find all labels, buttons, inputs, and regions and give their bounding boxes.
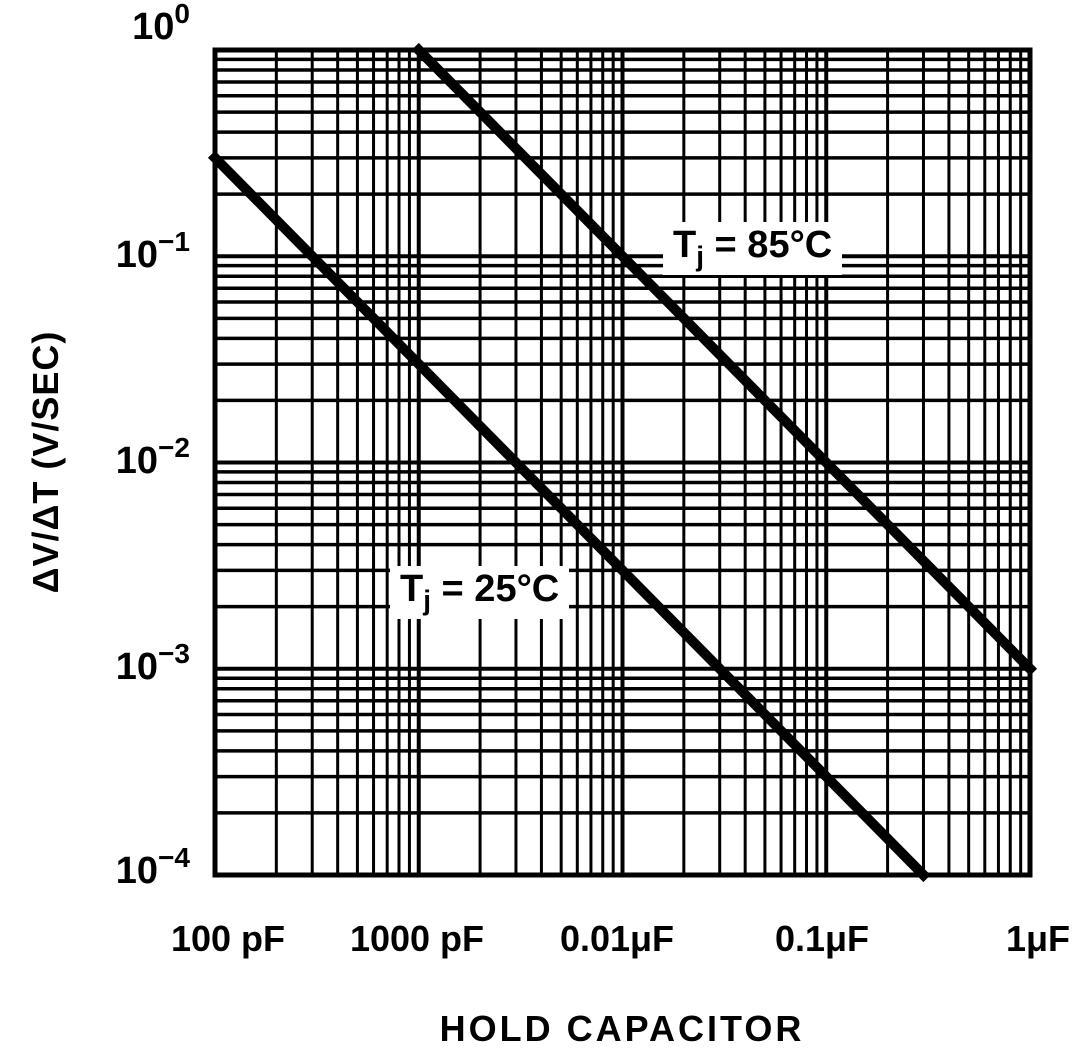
- series-label-25c: Tj = 25°C: [390, 566, 570, 619]
- series-line-1: [207, 150, 931, 883]
- y-axis-title: ΔV/ΔT (V/SEC): [25, 330, 66, 594]
- y-tick-label-4: 10−4: [115, 842, 190, 892]
- x-tick-label-3: 0.1μF: [774, 918, 870, 959]
- y-tick-label-2: 10−2: [115, 432, 190, 482]
- y-tick-label-0: 100: [132, 0, 190, 48]
- y-tick-label-3: 10−3: [115, 638, 190, 688]
- series-line-0: [411, 42, 1038, 676]
- x-tick-label-0: 100 pF: [170, 918, 286, 959]
- x-tick-label-1: 1000 pF: [349, 918, 485, 959]
- x-tick-label-2: 0.01μF: [559, 918, 675, 959]
- plot-border: [212, 47, 1033, 878]
- x-axis-title: HOLD CAPACITOR: [439, 1008, 805, 1049]
- x-tick-label-4: 1μF: [1005, 918, 1071, 959]
- y-tick-label-1: 10−1: [115, 226, 190, 276]
- series-label-85c: Tj = 85°C: [663, 222, 843, 275]
